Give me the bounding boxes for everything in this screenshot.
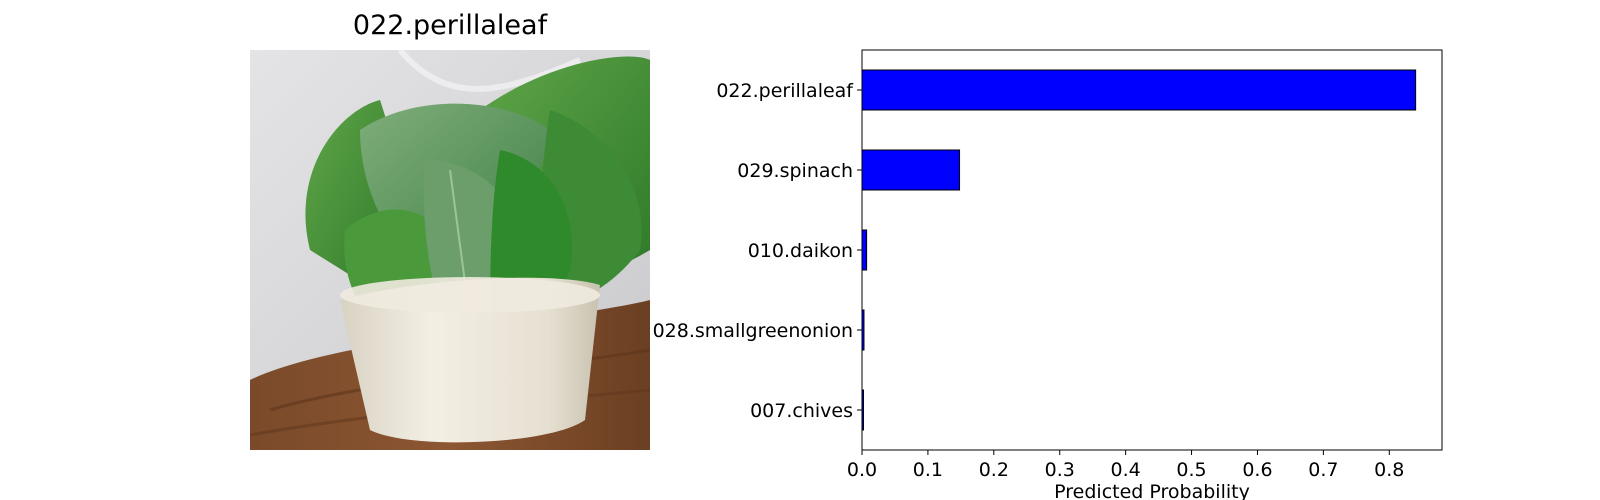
y-tick-label: 029.spinach (737, 160, 853, 182)
x-axis-label: Predicted Probability (1054, 481, 1250, 500)
x-tick-label: 0.7 (1308, 459, 1338, 481)
x-tick-label: 0.2 (979, 459, 1009, 481)
y-tick-label: 022.perillaleaf (716, 80, 854, 102)
x-tick-label: 0.3 (1045, 459, 1075, 481)
x-tick-label: 0.1 (913, 459, 943, 481)
image-title: 022.perillaleaf (352, 10, 548, 41)
photo-illustration (250, 50, 650, 450)
bar-029.spinach (861, 149, 961, 191)
y-tick-label: 007.chives (750, 400, 853, 422)
bar-010.daikon (861, 229, 868, 271)
x-tick-label: 0.8 (1374, 459, 1404, 481)
bar-022.perillaleaf (861, 69, 1417, 111)
x-tick-label: 0.6 (1242, 459, 1272, 481)
y-tick-label: 028.smallgreenonion (653, 320, 853, 342)
x-tick-label: 0.5 (1176, 459, 1206, 481)
x-tick-label: 0.4 (1111, 459, 1141, 481)
y-tick-label: 010.daikon (748, 240, 853, 262)
perilla-leaf-photo (250, 50, 650, 450)
x-tick-label: 0.0 (847, 459, 877, 481)
